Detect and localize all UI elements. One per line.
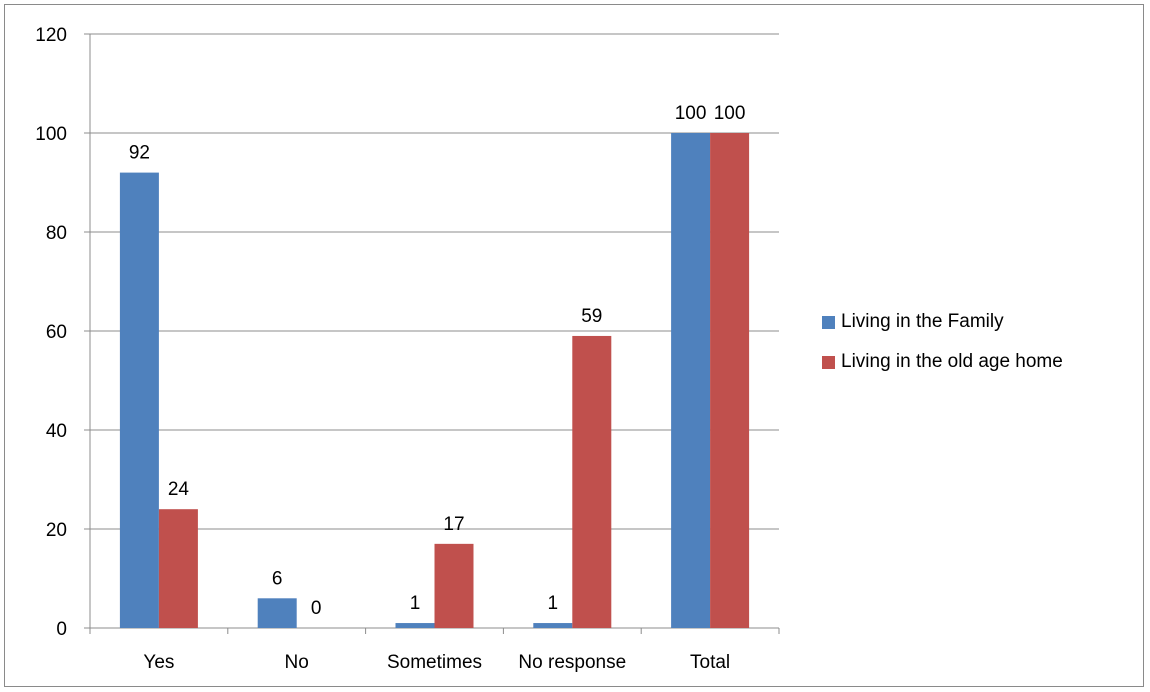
gridlines	[90, 33, 779, 530]
legend-swatch-family	[822, 315, 835, 329]
x-category-label-2: Sometimes	[387, 652, 482, 673]
data-label-old-age-home-0: 24	[168, 479, 190, 500]
data-label-old-age-home-2: 17	[443, 514, 464, 535]
data-label-family-3: 1	[548, 593, 559, 614]
y-tick-label-60: 60	[46, 322, 67, 343]
x-category-label-1: No	[285, 652, 309, 673]
y-tick-label-40: 40	[46, 421, 67, 442]
y-tick-label-0: 0	[56, 619, 67, 640]
data-label-family-2: 1	[410, 593, 421, 614]
y-tick-label-120: 120	[35, 25, 67, 46]
bar-family-2	[395, 623, 435, 628]
data-label-old-age-home-4: 100	[714, 103, 746, 124]
data-label-family-4: 100	[675, 103, 707, 124]
bar-old-age-home-2	[434, 543, 474, 628]
data-label-old-age-home-3: 59	[581, 306, 602, 327]
data-label-old-age-home-1: 0	[311, 598, 322, 619]
bars	[119, 133, 750, 628]
y-tick-label-80: 80	[46, 223, 67, 244]
bar-old-age-home-3	[572, 335, 612, 628]
x-category-label-3: No response	[518, 652, 626, 673]
bar-old-age-home-4	[710, 133, 750, 628]
x-category-label-0: Yes	[143, 652, 174, 673]
bar-family-3	[533, 623, 573, 628]
y-tick-label-20: 20	[46, 520, 67, 541]
legend-swatch-old-age-home	[822, 355, 835, 369]
y-tick-label-100: 100	[35, 124, 67, 145]
bar-family-4	[671, 133, 711, 628]
bar-family-1	[257, 598, 297, 628]
x-category-label-4: Total	[690, 652, 730, 673]
legend: Living in the Family Living in the old a…	[822, 311, 1063, 391]
legend-label-old-age-home: Living in the old age home	[841, 351, 1063, 372]
bar-family-0	[119, 172, 159, 628]
data-label-family-0: 92	[129, 143, 150, 164]
data-label-family-1: 6	[272, 568, 283, 589]
legend-item-family: Living in the Family	[822, 311, 1063, 333]
legend-item-old-age-home: Living in the old age home	[822, 351, 1063, 373]
data-labels: 92 24 6 0 1 17 1 59 100 100	[129, 103, 746, 619]
legend-label-family: Living in the Family	[841, 311, 1004, 332]
bar-old-age-home-0	[158, 509, 198, 628]
